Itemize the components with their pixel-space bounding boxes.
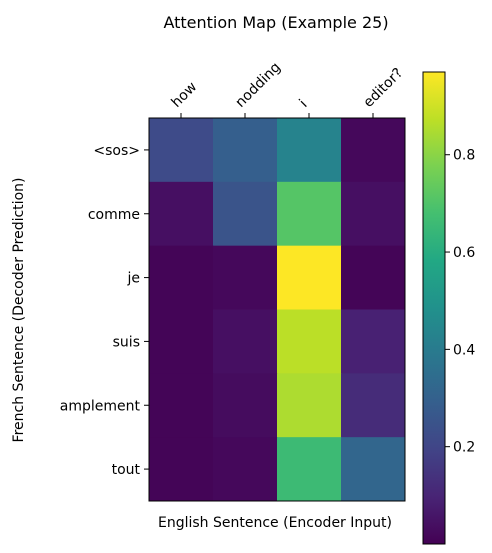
x-tick-label: how bbox=[169, 79, 201, 111]
y-tick-label: comme bbox=[88, 207, 140, 223]
heatmap-cell-3-0 bbox=[149, 309, 214, 374]
y-tick-label: amplement bbox=[60, 398, 141, 414]
heatmap-cell-2-1 bbox=[213, 245, 278, 310]
heatmap-cell-5-1 bbox=[213, 437, 278, 502]
heatmap-cell-4-1 bbox=[213, 373, 278, 438]
heatmap-cells bbox=[149, 118, 406, 502]
y-tick-label: suis bbox=[113, 334, 140, 350]
heatmap-cell-5-3 bbox=[341, 437, 406, 502]
heatmap-cell-0-3 bbox=[341, 118, 406, 183]
heatmap-cell-5-2 bbox=[277, 437, 342, 502]
y-tick-label: je bbox=[126, 271, 140, 287]
heatmap-cell-1-2 bbox=[277, 181, 342, 247]
colorbar-ticks: 0.2 0.4 0.6 0.8 bbox=[445, 148, 475, 456]
colorbar-tick-label: 0.4 bbox=[453, 342, 475, 358]
heatmap-cell-1-0 bbox=[149, 181, 214, 247]
heatmap-cell-1-3 bbox=[341, 181, 406, 247]
y-tick-label: tout bbox=[112, 462, 141, 478]
x-axis-label: English Sentence (Encoder Input) bbox=[158, 515, 392, 531]
heatmap-cell-3-1 bbox=[213, 309, 278, 374]
x-tick-label: editor? bbox=[361, 65, 407, 111]
plot-frame bbox=[148, 117, 406, 502]
heatmap-cell-0-2 bbox=[277, 118, 342, 183]
heatmap-cell-4-0 bbox=[149, 373, 214, 438]
heatmap-cell-2-2 bbox=[277, 245, 342, 310]
heatmap-cell-2-3 bbox=[341, 245, 406, 310]
colorbar-tick-label: 0.2 bbox=[453, 440, 475, 456]
heatmap-cell-4-3 bbox=[341, 373, 406, 438]
heatmap-cell-0-1 bbox=[213, 118, 278, 183]
y-tick-labels: <sos> comme je suis amplement tout bbox=[60, 143, 149, 478]
heatmap-cell-1-1 bbox=[213, 181, 278, 247]
x-tick-label: nodding bbox=[233, 59, 285, 111]
heatmap-cell-5-0 bbox=[149, 437, 214, 502]
heatmap-cell-0-0 bbox=[149, 118, 214, 183]
chart-title: Attention Map (Example 25) bbox=[163, 13, 388, 32]
heatmap-cell-2-0 bbox=[149, 245, 214, 310]
x-tick-label: i bbox=[297, 97, 311, 111]
y-tick-label: <sos> bbox=[93, 143, 140, 159]
colorbar-tick-label: 0.6 bbox=[453, 245, 475, 261]
colorbar-tick-label: 0.8 bbox=[453, 148, 475, 164]
heatmap-cell-3-2 bbox=[277, 309, 342, 374]
heatmap-cell-3-3 bbox=[341, 309, 406, 374]
x-tick-labels: how nodding i editor? bbox=[169, 59, 407, 118]
heatmap-cell-4-2 bbox=[277, 373, 342, 438]
colorbar bbox=[422, 71, 446, 545]
y-axis-label: French Sentence (Decoder Prediction) bbox=[11, 178, 27, 443]
